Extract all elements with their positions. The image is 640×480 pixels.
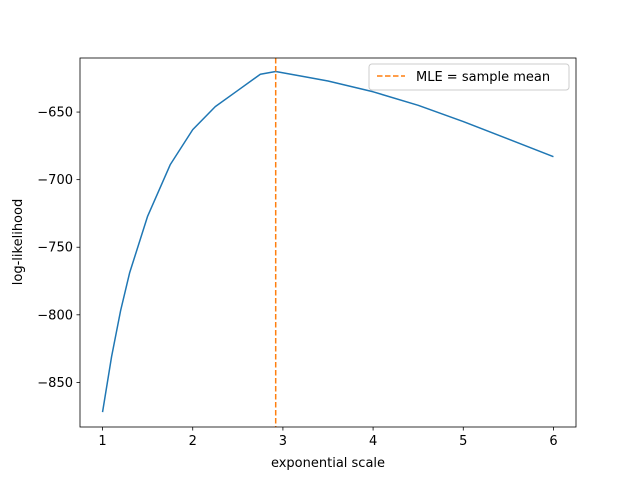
- legend-box: [368, 63, 570, 91]
- legend-mle-label: MLE = sample mean: [416, 70, 550, 85]
- x-tick-label: 1: [98, 434, 106, 449]
- legend: MLE = sample mean: [368, 63, 570, 91]
- y-axis-ticks: −850 −800 −750 −700 −650: [37, 106, 80, 391]
- x-tick-label: 2: [189, 434, 197, 449]
- y-axis-label: log-likelihood: [11, 199, 26, 285]
- axes-frame: [79, 57, 577, 428]
- y-tick-label: −750: [37, 241, 73, 256]
- x-tick-label: 6: [549, 434, 557, 449]
- x-tick-label: 3: [279, 434, 287, 449]
- x-axis-ticks: 1 2 3 4 5 6: [98, 427, 558, 449]
- x-axis-label: exponential scale: [271, 456, 385, 471]
- y-tick-label: −700: [37, 173, 73, 188]
- x-tick-label: 5: [459, 434, 467, 449]
- plot-area: [101, 58, 554, 427]
- y-tick-label: −850: [37, 376, 73, 391]
- y-tick-label: −800: [37, 308, 73, 323]
- x-tick-label: 4: [369, 434, 377, 449]
- y-tick-label: −650: [37, 106, 73, 121]
- log-likelihood-curve: [101, 70, 554, 413]
